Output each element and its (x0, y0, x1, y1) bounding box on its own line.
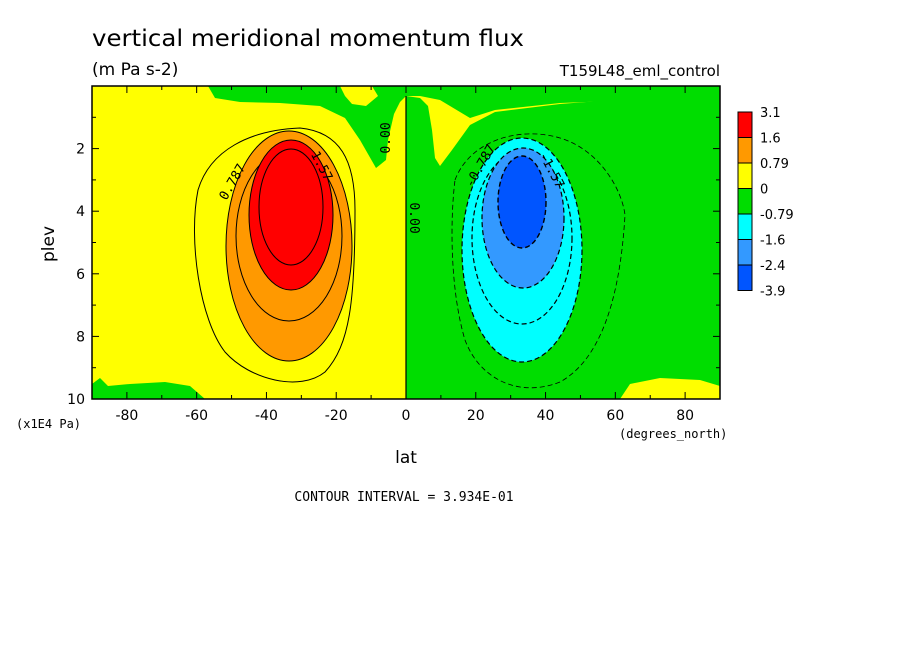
colorbar: 3.1 1.6 0.79 0 -0.79 -1.6 -2.4 -3.9 (737, 106, 794, 300)
x-tick-label: 60 (606, 408, 624, 424)
chart-units: (m Pa s-2) (92, 60, 178, 80)
negative-contour-1 (471, 151, 573, 325)
colorbar-label: 0 (760, 183, 768, 198)
colorbar-label: -2.4 (760, 259, 785, 274)
colorbar-swatch (737, 137, 753, 164)
field-bottom-right-yellow (620, 378, 720, 399)
negative-level-2.4 (497, 155, 547, 249)
field-equator-yellow (384, 336, 406, 399)
field-bottom-green (92, 378, 205, 399)
positive-outer-contour (194, 127, 356, 383)
colorbar-swatch (737, 162, 753, 189)
x-tick-label: -80 (115, 408, 138, 424)
colorbar-swatch (737, 239, 753, 266)
y-axis-label: plev (39, 226, 59, 262)
y-tick-label: 2 (76, 142, 85, 158)
x-axis: -80 -60 -40 -20 0 20 40 60 80 (91, 86, 721, 424)
x-tick-label: 80 (676, 408, 694, 424)
x-tick-label: -60 (185, 408, 208, 424)
colorbar-label: 0.79 (760, 157, 789, 172)
contour-interval: CONTOUR INTERVAL = 3.934E-01 (294, 490, 513, 505)
colorbar-swatch (737, 213, 753, 240)
y-tick-label: 10 (67, 392, 85, 408)
x-tick-label: 40 (537, 408, 555, 424)
colorbar-label: 3.1 (760, 106, 781, 121)
positive-contour-2 (258, 148, 324, 266)
colorbar-swatch (737, 188, 753, 215)
x-tick-label: -20 (325, 408, 348, 424)
colorbar-swatch (737, 111, 753, 138)
colorbar-label: -3.9 (760, 285, 785, 300)
x-axis-label: lat (395, 448, 417, 468)
x-tick-label: -40 (255, 408, 278, 424)
plot-area (92, 86, 720, 399)
y-tick-label: 4 (76, 204, 85, 220)
x-tick-label: 0 (402, 408, 411, 424)
colorbar-label: -0.79 (760, 208, 794, 223)
chart-title: vertical meridional momentum flux (92, 26, 524, 52)
y-axis: 2 4 6 8 10 (67, 116, 720, 408)
run-label: T159L48_eml_control (559, 62, 720, 81)
contour-label: 0.00 (379, 122, 394, 153)
field-top-green (208, 86, 720, 168)
contour-label: 0.00 (406, 202, 421, 233)
colorbar-label: 1.6 (760, 132, 781, 147)
colorbar-label: -1.6 (760, 234, 785, 249)
positive-level-1.6 (248, 139, 334, 291)
y-tick-label: 8 (76, 329, 85, 345)
y-axis-units: (x1E4 Pa) (16, 417, 81, 431)
y-tick-label: 6 (76, 267, 85, 283)
x-tick-label: 20 (467, 408, 485, 424)
field-top-green-notch (340, 86, 378, 106)
x-axis-units: (degrees_north) (619, 427, 727, 441)
colorbar-swatch (737, 264, 753, 291)
negative-outer-contour (451, 133, 626, 389)
